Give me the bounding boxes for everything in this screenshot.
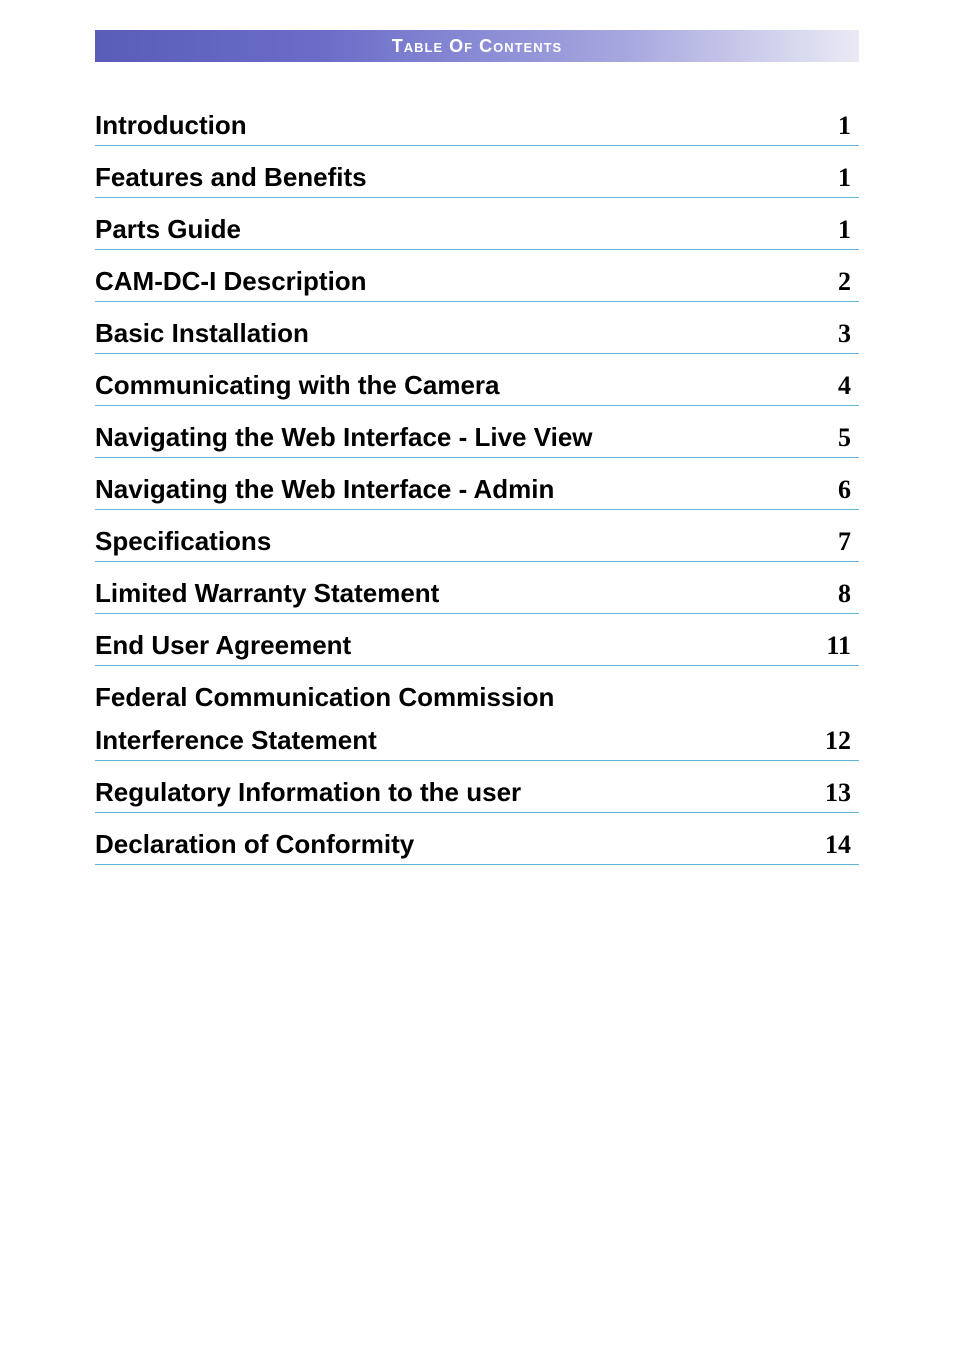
toc-entry-page: 13: [825, 778, 859, 808]
toc-entry[interactable]: End User Agreement 11: [95, 622, 859, 666]
toc-container: Introduction1Features and Benefits1Parts…: [95, 102, 859, 865]
toc-entry[interactable]: Navigating the Web Interface - Live View…: [95, 414, 859, 458]
toc-entry-page: 7: [838, 527, 859, 557]
toc-entry-page: 11: [826, 631, 859, 661]
toc-entry-page: 1: [838, 111, 859, 141]
toc-entry-title: Parts Guide: [95, 214, 241, 245]
toc-entry[interactable]: Basic Installation 3: [95, 310, 859, 354]
toc-entry[interactable]: Regulatory Information to the user 13: [95, 769, 859, 813]
toc-entry-page: 4: [838, 371, 859, 401]
toc-entry[interactable]: Parts Guide 1: [95, 206, 859, 250]
toc-entry-page: 6: [838, 475, 859, 505]
toc-entry[interactable]: Declaration of Conformity 14: [95, 821, 859, 865]
header-bar: Table Of Contents: [95, 30, 859, 62]
toc-entry-page: 5: [838, 423, 859, 453]
header-title: Table Of Contents: [392, 36, 562, 57]
toc-entry-title: End User Agreement: [95, 630, 351, 661]
toc-entry-title: Navigating the Web Interface - Live View: [95, 422, 593, 453]
toc-entry-continuation: Federal Communication Commission: [95, 674, 859, 717]
toc-entry-title: Interference Statement: [95, 725, 377, 756]
toc-entry[interactable]: Limited Warranty Statement 8: [95, 570, 859, 614]
toc-entry-title: Navigating the Web Interface - Admin: [95, 474, 554, 505]
toc-entry-title: Regulatory Information to the user: [95, 777, 521, 808]
toc-entry-page: 1: [838, 215, 859, 245]
toc-entry-title: CAM-DC-I Description: [95, 266, 367, 297]
toc-entry-page: 12: [825, 726, 859, 756]
toc-entry-title: Limited Warranty Statement: [95, 578, 439, 609]
toc-entry-page: 1: [838, 163, 859, 193]
toc-entry[interactable]: Interference Statement 12: [95, 717, 859, 761]
toc-entry[interactable]: Introduction 1: [95, 102, 859, 146]
toc-entry-page: 8: [838, 579, 859, 609]
toc-entry[interactable]: Specifications 7: [95, 518, 859, 562]
toc-entry-title: Introduction: [95, 110, 247, 141]
toc-entry-title: Federal Communication Commission: [95, 682, 554, 712]
toc-entry-title: Communicating with the Camera: [95, 370, 500, 401]
toc-entry-page: 2: [838, 267, 859, 297]
toc-entry[interactable]: Communicating with the Camera 4: [95, 362, 859, 406]
toc-entry[interactable]: Features and Benefits 1: [95, 154, 859, 198]
toc-entry-title: Features and Benefits: [95, 162, 367, 193]
toc-entry-page: 14: [825, 830, 859, 860]
toc-entry[interactable]: CAM-DC-I Description 2: [95, 258, 859, 302]
toc-entry-title: Basic Installation: [95, 318, 309, 349]
toc-entry-title: Declaration of Conformity: [95, 829, 414, 860]
toc-entry[interactable]: Navigating the Web Interface - Admin 6: [95, 466, 859, 510]
toc-entry-page: 3: [838, 319, 859, 349]
toc-entry-title: Specifications: [95, 526, 271, 557]
